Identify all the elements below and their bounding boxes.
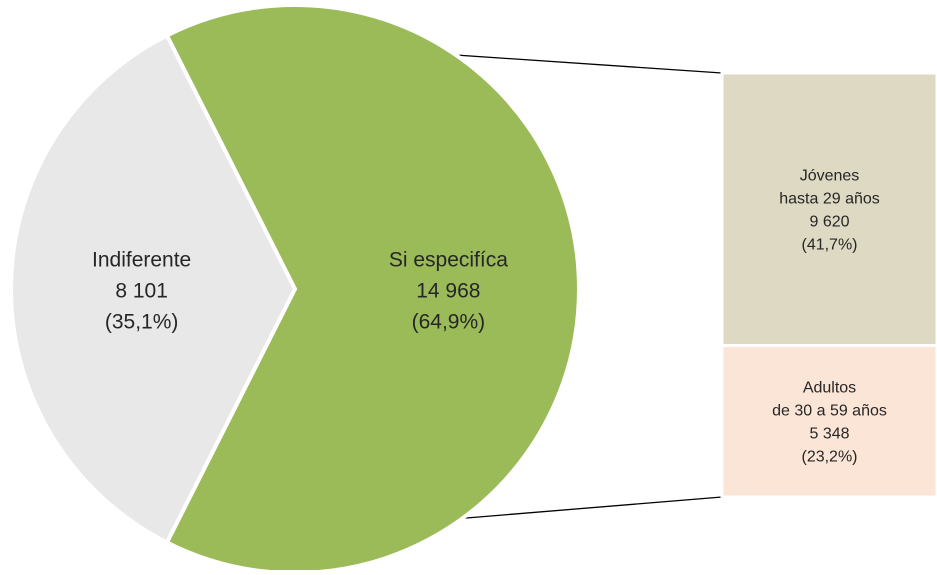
pie-label-si-especifica-line-3: (64,9%) — [412, 310, 486, 333]
pie-label-si-especifica-line-2: 14 968 — [416, 279, 480, 302]
bar-label-jovenes-line-1: Jóvenes — [800, 167, 860, 184]
bar-label-adultos-line-4: (23,2%) — [801, 448, 857, 465]
pie-label-indiferente-line-3: (35,1%) — [105, 310, 179, 333]
pie-label-indiferente: Indiferente 8 101 (35,1%) — [92, 248, 191, 333]
bar-label-adultos-line-2: de 30 a 59 años — [772, 402, 887, 419]
pie-label-si-especifica-line-1: Si especifíca — [389, 248, 508, 271]
bar-segment-jovenes — [720, 71, 937, 348]
pie-label-indiferente-line-1: Indiferente — [92, 248, 191, 271]
pie-label-si-especifica: Si especifíca 14 968 (64,9%) — [389, 248, 508, 333]
pie-slice-indiferente — [9, 32, 298, 546]
bar-label-jovenes-line-3: 9 620 — [809, 213, 849, 230]
bar-segment-adultos — [720, 344, 937, 499]
bar-label-jovenes-line-2: hasta 29 años — [779, 190, 880, 207]
data-labels: Indiferente 8 101 (35,1%) Si especifíca 14 9… — [92, 167, 887, 465]
stacked-bar — [720, 71, 937, 499]
bar-label-adultos-line-1: Adultos — [803, 379, 856, 396]
bar-label-jovenes: Jóvenes hasta 29 años 9 620 (41,7%) — [779, 167, 880, 253]
pie-label-indiferente-line-2: 8 101 — [115, 279, 168, 302]
pie — [9, 3, 581, 575]
bar-label-jovenes-line-4: (41,7%) — [801, 236, 857, 253]
bar-label-adultos: Adultos de 30 a 59 años 5 348 (23,2%) — [772, 379, 887, 465]
bar-label-adultos-line-3: 5 348 — [809, 425, 849, 442]
